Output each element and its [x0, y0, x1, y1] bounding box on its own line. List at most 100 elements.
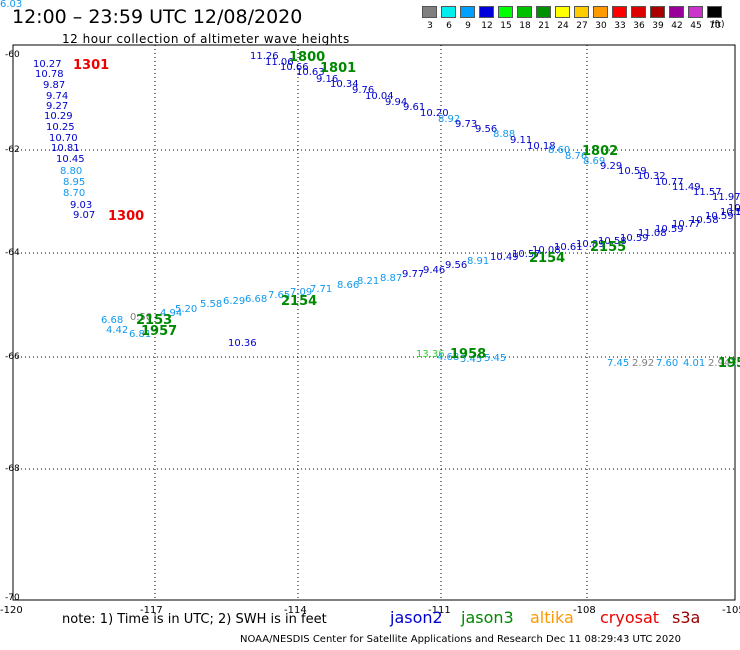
satellite-name: jason3	[461, 608, 514, 627]
pass-time-label: 1800	[289, 50, 326, 65]
wave-height-value: 11.26	[250, 51, 279, 62]
pass-time-label: 2153	[136, 313, 173, 328]
wave-height-value: 2.94	[708, 358, 731, 369]
wave-height-value: 6.68	[101, 315, 124, 326]
wave-height-value: 5.45	[484, 353, 507, 364]
wave-height-value: 13.36	[416, 349, 445, 360]
wave-height-value: 11.49	[672, 182, 701, 193]
wave-height-value: 9.56	[475, 124, 498, 135]
wave-height-value: 8.91	[467, 256, 490, 267]
legend-label: 33	[614, 21, 626, 31]
wave-height-value: 9.94	[385, 97, 408, 108]
legend-swatch	[498, 6, 513, 18]
wave-height-value: 9.03	[70, 200, 93, 211]
pass-time-label: 1300	[108, 209, 145, 224]
wave-height-value: 10.78	[35, 69, 64, 80]
wave-height-value: 9.76	[352, 85, 375, 96]
wave-height-value: 11.97	[712, 192, 740, 203]
legend-label: 21	[538, 21, 550, 31]
legend-swatch	[650, 6, 665, 18]
legend-label: 12	[481, 21, 493, 31]
legend-swatch	[517, 6, 532, 18]
wave-height-value: 7.09	[290, 287, 313, 298]
legend-label: 70	[709, 21, 721, 31]
wave-height-value: 8.70	[63, 188, 86, 199]
wave-height-value: 10.36	[228, 338, 257, 349]
wave-height-value: 10.49	[490, 252, 519, 263]
wave-height-value: 6.03	[0, 0, 23, 10]
wave-height-value: 11.06	[265, 57, 294, 68]
wave-height-value: 4.42	[106, 325, 129, 336]
pass-time-label: 1301	[73, 58, 110, 73]
legend-label: 3	[427, 21, 433, 31]
wave-height-value: 9.61	[403, 102, 426, 113]
wave-height-value: 10.34	[330, 79, 359, 90]
legend-swatch	[460, 6, 475, 18]
wave-height-value: 11.08	[638, 228, 667, 239]
wave-height-value: 10.29	[44, 111, 73, 122]
satellite-name: jason2	[390, 608, 443, 627]
wave-height-value: 9.74	[46, 91, 69, 102]
wave-height-value: 10.59	[705, 211, 734, 222]
legend-swatch	[574, 6, 589, 18]
wave-height-value: 9.77	[402, 269, 425, 280]
wave-height-value: 11.57	[693, 187, 722, 198]
wave-height-value: 5.20	[175, 304, 198, 315]
latitude-label: -68	[5, 464, 20, 474]
latitude-label: -60	[5, 50, 20, 60]
legend-label: 36	[633, 21, 645, 31]
wave-height-value: 0.50	[130, 312, 153, 323]
satellite-name: altika	[530, 608, 574, 627]
wave-height-value: 10.81	[51, 143, 80, 154]
legend-swatch	[612, 6, 627, 18]
wave-height-value: 10.59	[728, 203, 740, 214]
legend-label: 6	[446, 21, 452, 31]
wave-height-value: 4.94	[160, 308, 183, 319]
wave-height-value: 8.80	[60, 166, 83, 177]
pass-time-label: 1957	[141, 324, 178, 339]
legend-swatch	[669, 6, 684, 18]
longitude-label: -114	[284, 605, 307, 616]
longitude-label: -108	[573, 605, 596, 616]
longitude-label: -111	[428, 605, 451, 616]
graticule	[13, 45, 735, 600]
wave-height-value: 8.76	[565, 151, 588, 162]
wave-height-value: 8.87	[380, 273, 403, 284]
wave-height-value: 10.58	[690, 215, 719, 226]
wave-height-value: 8.92	[438, 114, 461, 125]
wave-height-value: 6.81	[129, 329, 152, 340]
legend-swatch	[593, 6, 608, 18]
wave-height-value: 4.68	[437, 352, 460, 363]
wave-height-value: 10.58	[598, 236, 627, 247]
legend-swatch	[422, 6, 437, 18]
wave-height-value: 10.45	[56, 154, 85, 165]
wave-height-value: 9.29	[600, 161, 623, 172]
wave-height-value: 7.45	[607, 358, 630, 369]
legend-label: 18	[519, 21, 531, 31]
credit-line: NOAA/NESDIS Center for Satellite Applica…	[240, 634, 682, 645]
wave-height-value: 3.15	[730, 358, 740, 369]
wave-height-value: 10.70	[49, 133, 78, 144]
wave-height-value: 10.32	[637, 171, 666, 182]
wave-height-value: 10.63	[296, 67, 325, 78]
wave-height-value: 10.18	[527, 141, 556, 152]
pass-time-label: 2154	[529, 251, 566, 266]
wave-height-value: 10.57	[512, 249, 541, 260]
pass-time-label: 1958	[450, 347, 487, 362]
wave-height-value: 9.73	[455, 119, 478, 130]
pass-time-label: 1959	[718, 356, 740, 371]
wave-height-value: 10.59	[618, 166, 647, 177]
wave-height-value: 10.56	[735, 207, 740, 218]
legend-swatch	[707, 6, 722, 18]
latitude-label: -66	[5, 352, 20, 362]
legend-label: 27	[576, 21, 588, 31]
wave-height-value: 7.65	[268, 290, 291, 301]
wave-height-value: 8.95	[63, 177, 86, 188]
legend-unit: (ft)	[711, 20, 725, 30]
wave-height-value: 7.60	[656, 358, 679, 369]
longitude-label: -120	[0, 605, 23, 616]
longitude-label: -117	[140, 605, 163, 616]
wave-height-value: 6.29	[223, 296, 246, 307]
pass-time-label: 2155	[590, 240, 627, 255]
